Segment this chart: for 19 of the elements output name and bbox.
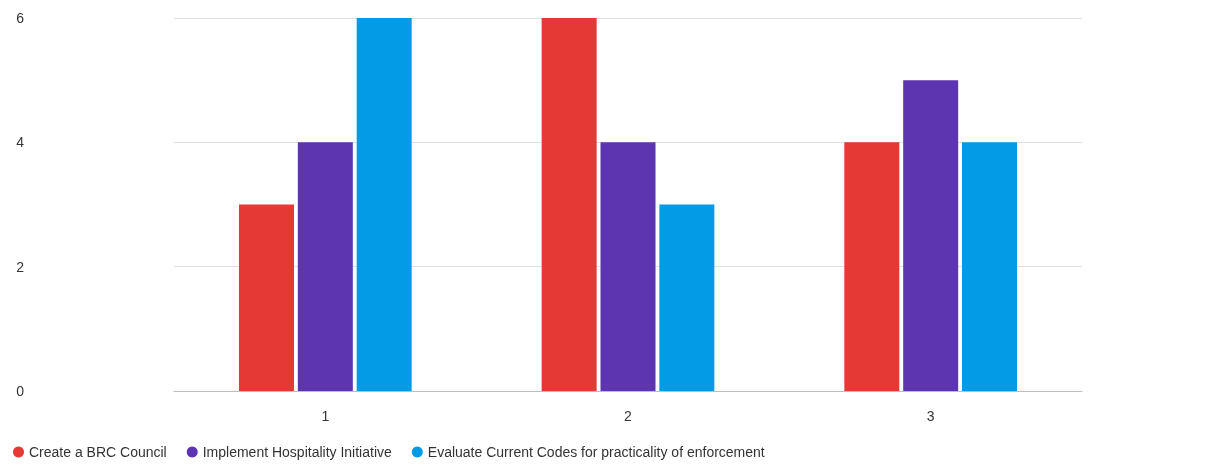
bar [903,80,959,391]
bar [659,204,715,391]
legend-label: Create a BRC Council [29,444,167,460]
y-tick-label: 2 [16,258,25,275]
bar [297,142,353,391]
legend-label: Evaluate Current Codes for practicality of enforcement [427,444,765,460]
x-tick-label: 3 [926,408,935,424]
y-tick-label: 6 [16,10,25,26]
bar [238,204,294,391]
x-tick-label: 2 [624,408,633,424]
y-tick-label: 4 [16,134,25,151]
y-tick-label: 0 [16,383,25,399]
bar [844,142,900,391]
legend-label: Implement Hospitality Initiative [202,444,393,460]
bar [962,142,1018,391]
bar [541,18,597,391]
x-tick-label: 1 [321,408,330,424]
bar [600,142,656,391]
bar [356,18,412,391]
